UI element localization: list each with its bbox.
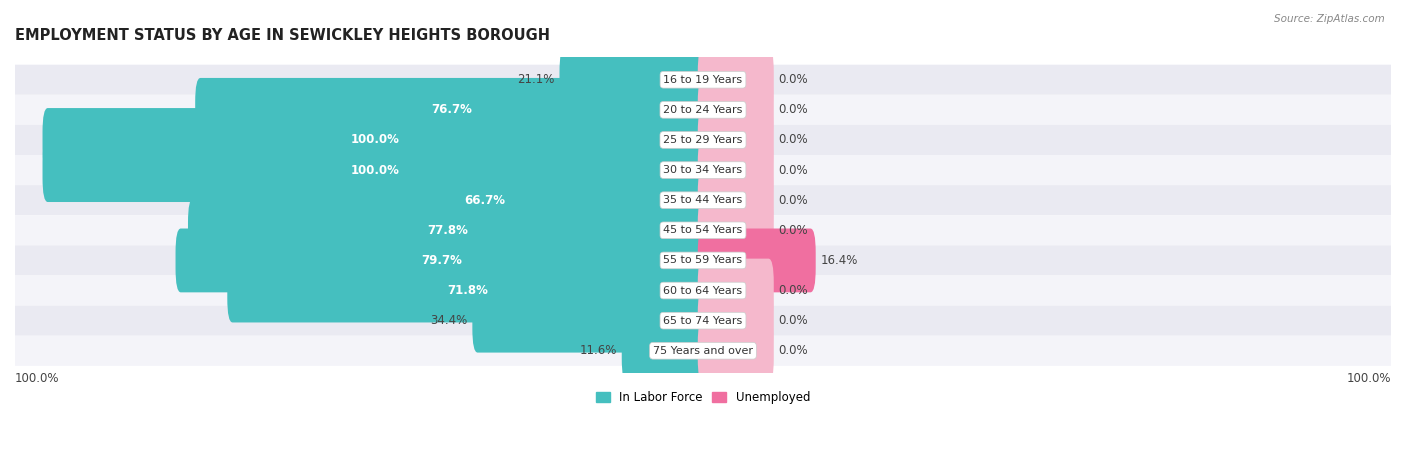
Text: 34.4%: 34.4% <box>430 314 468 327</box>
FancyBboxPatch shape <box>472 289 709 353</box>
FancyBboxPatch shape <box>15 306 1391 336</box>
Text: 100.0%: 100.0% <box>352 134 399 147</box>
FancyBboxPatch shape <box>697 198 773 262</box>
FancyBboxPatch shape <box>697 78 773 142</box>
FancyBboxPatch shape <box>188 198 709 262</box>
Text: 66.7%: 66.7% <box>464 194 505 207</box>
Text: 75 Years and over: 75 Years and over <box>652 346 754 356</box>
Text: 100.0%: 100.0% <box>15 373 59 386</box>
FancyBboxPatch shape <box>697 108 773 172</box>
Legend: In Labor Force, Unemployed: In Labor Force, Unemployed <box>591 386 815 409</box>
Text: 16.4%: 16.4% <box>820 254 858 267</box>
FancyBboxPatch shape <box>697 138 773 202</box>
FancyBboxPatch shape <box>697 48 773 112</box>
Text: 20 to 24 Years: 20 to 24 Years <box>664 105 742 115</box>
Text: 0.0%: 0.0% <box>779 344 808 357</box>
FancyBboxPatch shape <box>15 245 1391 275</box>
FancyBboxPatch shape <box>15 65 1391 95</box>
Text: Source: ZipAtlas.com: Source: ZipAtlas.com <box>1274 14 1385 23</box>
FancyBboxPatch shape <box>15 215 1391 245</box>
FancyBboxPatch shape <box>560 48 709 112</box>
FancyBboxPatch shape <box>621 319 709 382</box>
Text: 0.0%: 0.0% <box>779 134 808 147</box>
Text: 30 to 34 Years: 30 to 34 Years <box>664 165 742 175</box>
Text: 0.0%: 0.0% <box>779 284 808 297</box>
FancyBboxPatch shape <box>176 229 709 292</box>
Text: 55 to 59 Years: 55 to 59 Years <box>664 256 742 266</box>
FancyBboxPatch shape <box>15 95 1391 125</box>
Text: 35 to 44 Years: 35 to 44 Years <box>664 195 742 205</box>
FancyBboxPatch shape <box>15 185 1391 215</box>
Text: 0.0%: 0.0% <box>779 104 808 117</box>
Text: 76.7%: 76.7% <box>432 104 472 117</box>
Text: 60 to 64 Years: 60 to 64 Years <box>664 286 742 296</box>
Text: 25 to 29 Years: 25 to 29 Years <box>664 135 742 145</box>
FancyBboxPatch shape <box>697 289 773 353</box>
Text: 0.0%: 0.0% <box>779 164 808 176</box>
FancyBboxPatch shape <box>15 155 1391 185</box>
Text: 16 to 19 Years: 16 to 19 Years <box>664 75 742 85</box>
Text: 0.0%: 0.0% <box>779 314 808 327</box>
FancyBboxPatch shape <box>228 259 709 323</box>
Text: 71.8%: 71.8% <box>447 284 488 297</box>
Text: 0.0%: 0.0% <box>779 224 808 237</box>
FancyBboxPatch shape <box>42 108 709 172</box>
FancyBboxPatch shape <box>42 138 709 202</box>
Text: 100.0%: 100.0% <box>1347 373 1391 386</box>
FancyBboxPatch shape <box>15 275 1391 306</box>
Text: 65 to 74 Years: 65 to 74 Years <box>664 315 742 326</box>
Text: 0.0%: 0.0% <box>779 73 808 86</box>
Text: 77.8%: 77.8% <box>427 224 468 237</box>
FancyBboxPatch shape <box>260 168 709 232</box>
Text: 0.0%: 0.0% <box>779 194 808 207</box>
FancyBboxPatch shape <box>697 319 773 382</box>
FancyBboxPatch shape <box>15 336 1391 366</box>
Text: 100.0%: 100.0% <box>352 164 399 176</box>
FancyBboxPatch shape <box>697 259 773 323</box>
Text: EMPLOYMENT STATUS BY AGE IN SEWICKLEY HEIGHTS BOROUGH: EMPLOYMENT STATUS BY AGE IN SEWICKLEY HE… <box>15 28 550 44</box>
FancyBboxPatch shape <box>195 78 709 142</box>
FancyBboxPatch shape <box>697 168 773 232</box>
Text: 11.6%: 11.6% <box>579 344 617 357</box>
FancyBboxPatch shape <box>15 125 1391 155</box>
Text: 45 to 54 Years: 45 to 54 Years <box>664 225 742 235</box>
FancyBboxPatch shape <box>697 229 815 292</box>
Text: 21.1%: 21.1% <box>517 73 555 86</box>
Text: 79.7%: 79.7% <box>422 254 463 267</box>
